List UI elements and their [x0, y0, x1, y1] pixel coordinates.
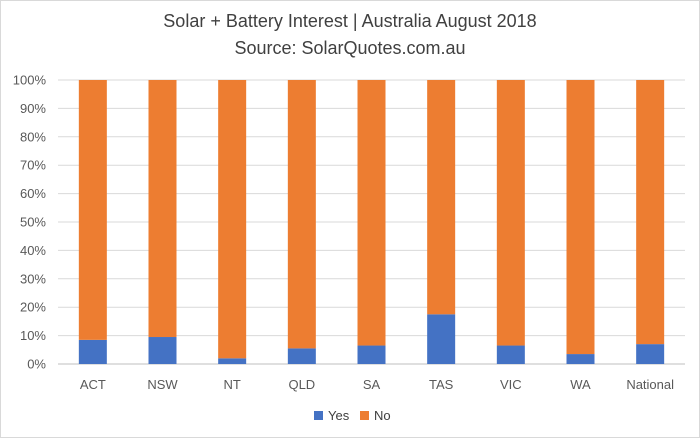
x-tick-label: NT: [223, 377, 240, 392]
bar-no-tas: [427, 80, 456, 315]
legend-item-no: No: [360, 408, 391, 423]
bar-no-nt: [218, 80, 247, 359]
y-tick-label: 0%: [27, 357, 46, 372]
chart-legend: Yes No: [0, 408, 700, 426]
x-tick-label: VIC: [500, 377, 522, 392]
x-tick-label: WA: [570, 377, 591, 392]
bar-yes-national: [636, 344, 665, 364]
y-tick-label: 90%: [20, 101, 46, 116]
y-tick-label: 100%: [13, 73, 47, 88]
bar-yes-wa: [566, 354, 595, 364]
legend-label-no: No: [374, 408, 391, 423]
chart-title: Solar + Battery Interest | Australia Aug…: [163, 11, 537, 31]
bar-yes-vic: [496, 345, 525, 364]
bar-yes-sa: [357, 345, 386, 364]
x-tick-label: TAS: [429, 377, 454, 392]
bar-yes-nt: [218, 358, 247, 364]
bar-no-wa: [566, 80, 595, 355]
bar-yes-tas: [427, 314, 456, 364]
x-tick-label: QLD: [288, 377, 315, 392]
bar-yes-nsw: [148, 337, 177, 364]
legend-label-yes: Yes: [328, 408, 350, 423]
chart-subtitle: Source: SolarQuotes.com.au: [234, 38, 466, 58]
legend-swatch-no: [360, 411, 369, 420]
x-tick-label: SA: [363, 377, 381, 392]
legend-swatch-yes: [314, 411, 323, 420]
y-tick-label: 30%: [20, 271, 46, 286]
y-tick-label: 40%: [20, 243, 46, 258]
bar-no-vic: [496, 80, 525, 346]
x-tick-label: ACT: [80, 377, 106, 392]
bar-no-qld: [287, 80, 316, 349]
y-tick-label: 50%: [20, 215, 46, 230]
x-tick-label: NSW: [147, 377, 178, 392]
bar-no-nsw: [148, 80, 177, 338]
bar-yes-act: [78, 339, 107, 364]
y-tick-label: 70%: [20, 158, 46, 173]
y-tick-label: 60%: [20, 186, 46, 201]
y-tick-label: 80%: [20, 129, 46, 144]
bar-no-sa: [357, 80, 386, 346]
y-tick-label: 10%: [20, 328, 46, 343]
x-tick-label: National: [626, 377, 674, 392]
bar-yes-qld: [287, 348, 316, 364]
y-tick-label: 20%: [20, 300, 46, 315]
legend-item-yes: Yes: [314, 408, 349, 423]
bar-no-national: [636, 80, 665, 345]
bar-no-act: [78, 80, 107, 340]
